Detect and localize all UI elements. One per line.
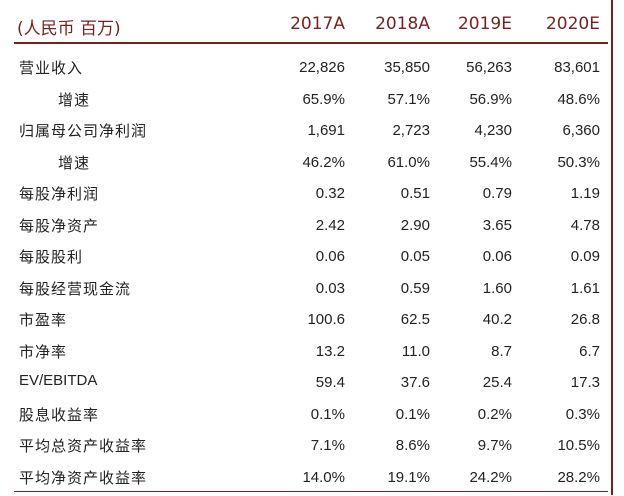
value-cell: 4.78 [520,217,600,234]
value-cell: 0.51 [350,185,430,202]
value-cell: 8.6% [350,437,430,454]
value-cell: 0.06 [265,248,345,265]
value-cell: 35,850 [350,59,430,76]
value-cell: 1.19 [520,185,600,202]
value-cell: 1.61 [520,280,600,297]
row-label: 市净率 [19,341,67,362]
value-cell: 0.59 [350,280,430,297]
row-label: 股息收益率 [19,404,99,425]
value-cell: 22,826 [265,59,345,76]
value-cell: 2.42 [265,217,345,234]
value-cell: 57.1% [350,91,430,108]
table-header: (人民币 百万) 2017A 2018A 2019E 2020E [0,8,611,40]
value-cell: 0.09 [520,248,600,265]
row-label: 平均总资产收益率 [19,435,147,456]
value-cell: 50.3% [520,154,600,171]
row-label: 增速 [58,89,90,110]
value-cell: 40.2 [432,311,512,328]
value-cell: 59.4 [265,374,345,391]
value-cell: 19.1% [350,469,430,486]
value-cell: 0.05 [350,248,430,265]
value-cell: 55.4% [432,154,512,171]
value-cell: 8.7 [432,343,512,360]
value-cell: 9.7% [432,437,512,454]
year-header-2019: 2019E [432,14,512,34]
row-label: 增速 [58,152,90,173]
table-row: 平均总资产收益率 7.1% 8.6%9.7% 10.5% [0,433,611,465]
value-cell: 0.1% [265,406,345,423]
value-cell: 0.79 [432,185,512,202]
value-cell: 100.6 [265,311,345,328]
value-cell: 1.60 [432,280,512,297]
table-row: 增速 65.9% 57.1%56.9% 48.6% [0,87,611,119]
value-cell: 6.7 [520,343,600,360]
year-header-2018: 2018A [350,14,430,34]
year-header-2017: 2017A [265,14,345,34]
row-label: 归属母公司净利润 [19,120,147,141]
value-cell: 0.2% [432,406,512,423]
row-label: 营业收入 [19,57,83,78]
value-cell: 14.0% [265,469,345,486]
value-cell: 0.03 [265,280,345,297]
value-cell: 1,691 [265,122,345,139]
value-cell: 7.1% [265,437,345,454]
value-cell: 13.2 [265,343,345,360]
value-cell: 48.6% [520,91,600,108]
row-label: EV/EBITDA [19,372,97,389]
value-cell: 56,263 [432,59,512,76]
value-cell: 10.5% [520,437,600,454]
value-cell: 0.3% [520,406,600,423]
row-label: 每股净资产 [19,215,99,236]
value-cell: 46.2% [265,154,345,171]
row-label: 平均净资产收益率 [19,467,147,488]
value-cell: 61.0% [350,154,430,171]
header-divider [14,42,608,44]
value-cell: 11.0 [350,343,430,360]
value-cell: 0.32 [265,185,345,202]
value-cell: 37.6 [350,374,430,391]
value-cell: 83,601 [520,59,600,76]
value-cell: 3.65 [432,217,512,234]
value-cell: 65.9% [265,91,345,108]
bottom-divider [14,491,608,492]
value-cell: 28.2% [520,469,600,486]
value-cell: 0.06 [432,248,512,265]
value-cell: 6,360 [520,122,600,139]
unit-label: (人民币 百万) [17,14,121,39]
value-cell: 24.2% [432,469,512,486]
value-cell: 0.1% [350,406,430,423]
year-header-2020: 2020E [520,14,600,34]
value-cell: 56.9% [432,91,512,108]
value-cell: 4,230 [432,122,512,139]
value-cell: 2.90 [350,217,430,234]
table-row: 增速 46.2% 61.0%55.4% 50.3% [0,150,611,182]
value-cell: 26.8 [520,311,600,328]
value-cell: 2,723 [350,122,430,139]
row-label: 每股股利 [19,246,83,267]
row-label: 市盈率 [19,309,67,330]
value-cell: 25.4 [432,374,512,391]
row-label: 每股经营现金流 [19,278,131,299]
row-label: 每股净利润 [19,183,99,204]
value-cell: 62.5 [350,311,430,328]
value-cell: 17.3 [520,374,600,391]
